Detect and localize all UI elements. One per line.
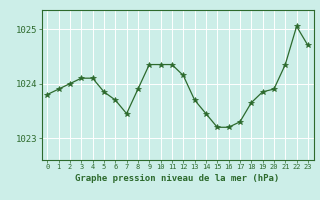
X-axis label: Graphe pression niveau de la mer (hPa): Graphe pression niveau de la mer (hPa) [76,174,280,183]
